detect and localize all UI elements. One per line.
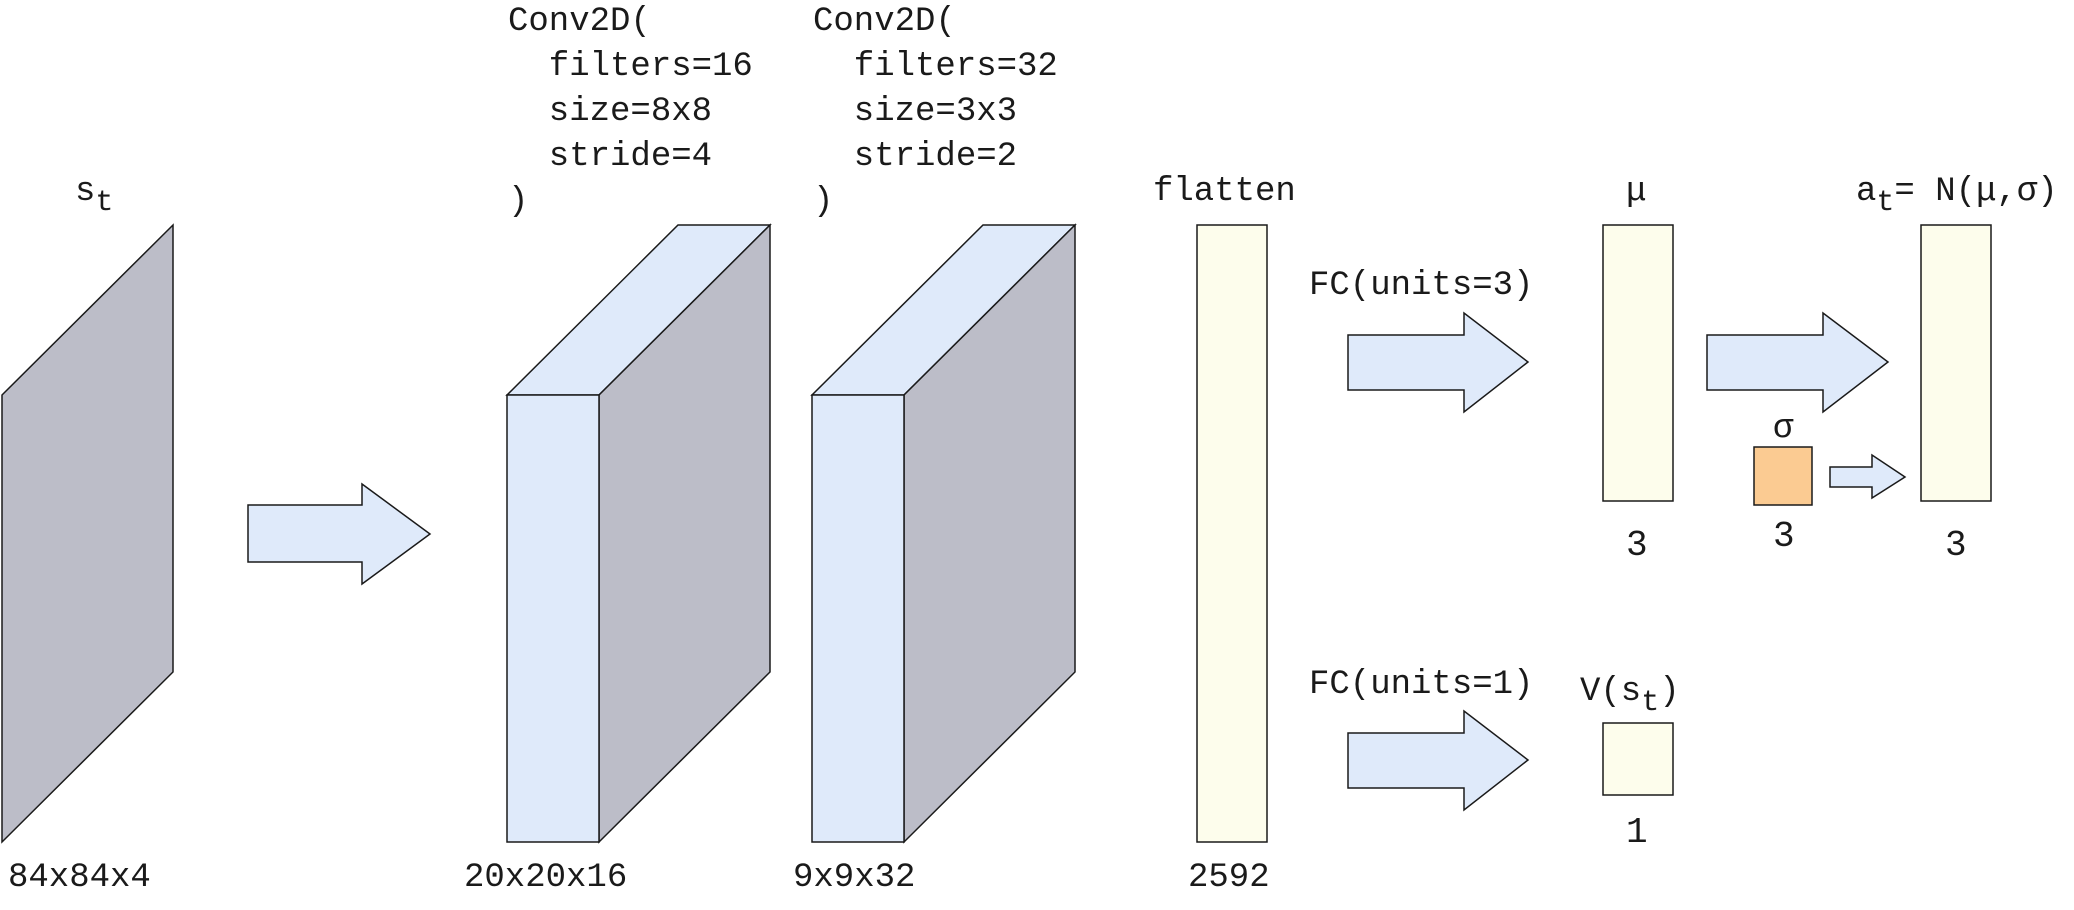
conv2-shape-label: 9x9x32: [793, 859, 915, 897]
mu-vector: [1602, 224, 1674, 502]
conv2-front-face: [811, 394, 905, 843]
action-label: at= N(μ,σ): [1856, 173, 2058, 220]
conv1-params: Conv2D( filters=16 size=8x8 stride=4 ): [508, 0, 896, 221]
action-vector: [1920, 224, 1992, 502]
sigma-layer: σ 3: [1753, 410, 1813, 557]
right-arrow-icon: [1706, 311, 1890, 414]
flatten-label: flatten: [1153, 173, 1296, 211]
flatten-size-label: 2592: [1188, 859, 1270, 897]
sigma-size-label: 3: [1773, 516, 1795, 557]
right-arrow-icon: [247, 482, 432, 586]
input-shape-label: 84x84x4: [8, 859, 151, 897]
right-arrow-icon: [1347, 709, 1530, 812]
mu-layer: μ 3: [1602, 173, 1674, 566]
value-vector: [1602, 722, 1674, 796]
mu-size-label: 3: [1626, 525, 1648, 566]
sigma-label: σ: [1773, 410, 1794, 448]
conv1-shape-label: 20x20x16: [464, 859, 627, 897]
conv2-block: Conv2D( filters=32 size=3x3 stride=2 ) 9…: [0, 0, 1201, 897]
input-layer: st 84x84x4: [1, 173, 174, 897]
fc-v-label: FC(units=1): [1309, 666, 1533, 704]
action-size-label: 3: [1945, 525, 1967, 566]
value-layer: V(st) 1: [1580, 673, 1680, 853]
input-plane: [1, 223, 174, 844]
sigma-vector: [1753, 446, 1813, 506]
value-label: V(st): [1580, 673, 1680, 720]
conv2-params: Conv2D( filters=32 size=3x3 stride=2 ): [0, 0, 1201, 221]
fc-mu-label: FC(units=3): [1309, 267, 1533, 305]
right-arrow-icon: [1829, 453, 1907, 500]
flatten-vector: [1196, 224, 1268, 843]
right-arrow-icon: [1347, 311, 1530, 414]
conv1-block: Conv2D( filters=16 size=8x8 stride=4 ) 2…: [464, 0, 896, 897]
conv1-front-face: [506, 394, 600, 843]
mu-label: μ: [1626, 173, 1646, 211]
value-size-label: 1: [1626, 812, 1648, 853]
input-symbol: st: [75, 173, 113, 220]
flatten-layer: flatten 2592: [1153, 173, 1296, 897]
action-layer: at= N(μ,σ) 3: [1856, 173, 2058, 566]
